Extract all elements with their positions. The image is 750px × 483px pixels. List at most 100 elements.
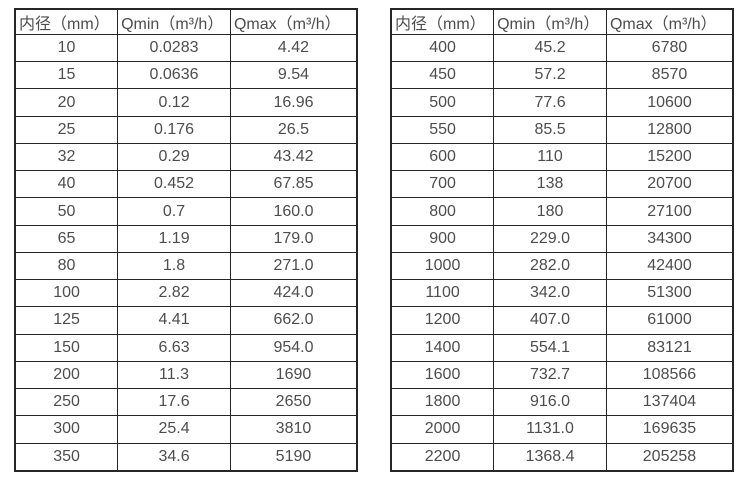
cell-inner-diameter: 300 <box>14 415 119 444</box>
cell-qmin: 138 <box>493 170 607 199</box>
header-row: 内径（mm） Qmin（m³/h） Qmax（m³/h） <box>14 8 358 35</box>
header-inner-diameter: 内径（mm） <box>14 8 119 35</box>
cell-inner-diameter: 450 <box>390 61 495 90</box>
cell-inner-diameter: 1600 <box>390 360 495 390</box>
table-row: 550 85.5 12800 <box>390 115 734 144</box>
cell-qmax: 160.0 <box>229 197 358 226</box>
cell-inner-diameter: 1000 <box>390 251 495 281</box>
cell-qmin: 110 <box>493 142 607 172</box>
table-row: 2200 1368.4 205258 <box>390 442 734 472</box>
cell-qmin: 0.29 <box>117 142 231 172</box>
cell-inner-diameter: 600 <box>390 142 495 172</box>
table-row: 250 17.6 2650 <box>14 388 358 417</box>
cell-inner-diameter: 800 <box>390 197 495 226</box>
header-qmax: Qmax（m³/h） <box>605 8 734 35</box>
table-row: 350 34.6 5190 <box>14 442 358 472</box>
cell-qmax: 179.0 <box>229 224 358 253</box>
cell-qmax: 108566 <box>605 360 734 390</box>
table-row: 15 0.0636 9.54 <box>14 61 358 90</box>
header-qmin: Qmin（m³/h） <box>493 8 607 35</box>
cell-qmin: 342.0 <box>493 279 607 308</box>
table-row: 300 25.4 3810 <box>14 415 358 444</box>
table-row: 20 0.12 16.96 <box>14 88 358 117</box>
cell-inner-diameter: 20 <box>14 88 119 117</box>
table-row: 1800 916.0 137404 <box>390 388 734 417</box>
cell-inner-diameter: 15 <box>14 61 119 90</box>
header-inner-diameter: 内径（mm） <box>390 8 495 35</box>
flow-table-large-diameters: 内径（mm） Qmin（m³/h） Qmax（m³/h） 400 45.2 6780… <box>390 8 734 472</box>
cell-qmin: 85.5 <box>493 115 607 144</box>
cell-qmin: 916.0 <box>493 388 607 417</box>
flow-table-small-diameters: 内径（mm） Qmin（m³/h） Qmax（m³/h） 10 0.0283 4.4… <box>14 8 358 472</box>
cell-qmin: 34.6 <box>117 442 231 472</box>
cell-inner-diameter: 700 <box>390 170 495 199</box>
table-row: 150 6.63 954.0 <box>14 333 358 362</box>
cell-qmin: 732.7 <box>493 360 607 390</box>
cell-inner-diameter: 32 <box>14 142 119 172</box>
header-qmax: Qmax（m³/h） <box>229 8 358 35</box>
table-row: 32 0.29 43.42 <box>14 142 358 172</box>
cell-qmax: 26.5 <box>229 115 358 144</box>
cell-qmin: 45.2 <box>493 33 607 63</box>
table-row: 65 1.19 179.0 <box>14 224 358 253</box>
cell-qmin: 1.19 <box>117 224 231 253</box>
table-row: 1200 407.0 61000 <box>390 306 734 335</box>
cell-qmax: 4.42 <box>229 33 358 63</box>
cell-inner-diameter: 40 <box>14 170 119 199</box>
cell-qmax: 10600 <box>605 88 734 117</box>
table-row: 1000 282.0 42400 <box>390 251 734 281</box>
cell-inner-diameter: 500 <box>390 88 495 117</box>
table-row: 200 11.3 1690 <box>14 360 358 390</box>
table-row: 1600 732.7 108566 <box>390 360 734 390</box>
cell-qmin: 0.176 <box>117 115 231 144</box>
table-row: 700 138 20700 <box>390 170 734 199</box>
cell-qmin: 1131.0 <box>493 415 607 444</box>
cell-inner-diameter: 1100 <box>390 279 495 308</box>
cell-qmin: 282.0 <box>493 251 607 281</box>
cell-qmin: 229.0 <box>493 224 607 253</box>
cell-qmax: 169635 <box>605 415 734 444</box>
cell-qmin: 407.0 <box>493 306 607 335</box>
cell-qmin: 0.7 <box>117 197 231 226</box>
cell-inner-diameter: 1800 <box>390 388 495 417</box>
cell-qmin: 2.82 <box>117 279 231 308</box>
cell-qmax: 954.0 <box>229 333 358 362</box>
cell-qmax: 83121 <box>605 333 734 362</box>
table-row: 450 57.2 8570 <box>390 61 734 90</box>
table-row: 25 0.176 26.5 <box>14 115 358 144</box>
cell-qmax: 16.96 <box>229 88 358 117</box>
header-qmin: Qmin（m³/h） <box>117 8 231 35</box>
cell-inner-diameter: 150 <box>14 333 119 362</box>
cell-qmax: 61000 <box>605 306 734 335</box>
cell-inner-diameter: 1200 <box>390 306 495 335</box>
table-row: 80 1.8 271.0 <box>14 251 358 281</box>
table-row: 1100 342.0 51300 <box>390 279 734 308</box>
table-row: 50 0.7 160.0 <box>14 197 358 226</box>
cell-inner-diameter: 900 <box>390 224 495 253</box>
cell-inner-diameter: 125 <box>14 306 119 335</box>
table-row: 500 77.6 10600 <box>390 88 734 117</box>
cell-qmin: 0.0636 <box>117 61 231 90</box>
cell-inner-diameter: 350 <box>14 442 119 472</box>
cell-qmin: 4.41 <box>117 306 231 335</box>
cell-qmax: 3810 <box>229 415 358 444</box>
cell-qmin: 11.3 <box>117 360 231 390</box>
cell-inner-diameter: 10 <box>14 33 119 63</box>
table-row: 400 45.2 6780 <box>390 33 734 63</box>
table-row: 40 0.452 67.85 <box>14 170 358 199</box>
cell-inner-diameter: 400 <box>390 33 495 63</box>
table-row: 2000 1131.0 169635 <box>390 415 734 444</box>
cell-qmax: 15200 <box>605 142 734 172</box>
cell-inner-diameter: 200 <box>14 360 119 390</box>
cell-qmax: 1690 <box>229 360 358 390</box>
cell-qmin: 1368.4 <box>493 442 607 472</box>
cell-qmax: 9.54 <box>229 61 358 90</box>
cell-qmax: 137404 <box>605 388 734 417</box>
cell-qmax: 424.0 <box>229 279 358 308</box>
cell-inner-diameter: 550 <box>390 115 495 144</box>
cell-inner-diameter: 2200 <box>390 442 495 472</box>
cell-qmax: 662.0 <box>229 306 358 335</box>
cell-qmax: 42400 <box>605 251 734 281</box>
table-row: 125 4.41 662.0 <box>14 306 358 335</box>
cell-qmin: 77.6 <box>493 88 607 117</box>
